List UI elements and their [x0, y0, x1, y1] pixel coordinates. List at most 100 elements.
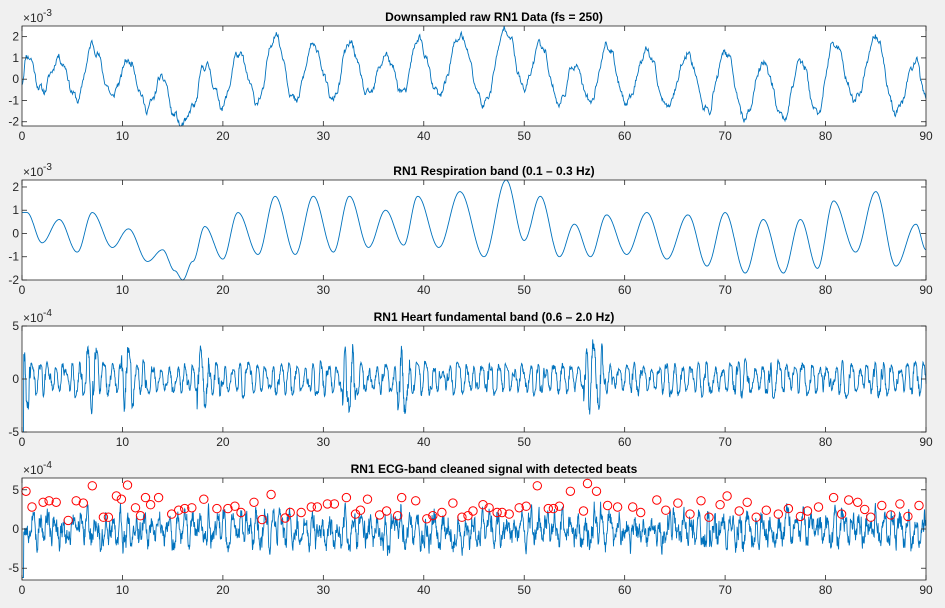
- beat-marker: [296, 507, 306, 518]
- beat-marker: [914, 500, 924, 511]
- axes-box: [21, 25, 927, 127]
- beat-marker: [877, 500, 887, 511]
- beat-marker: [362, 494, 373, 504]
- beat-marker: [280, 513, 290, 523]
- beat-marker: [828, 492, 839, 503]
- y-tick-label: 0: [12, 226, 19, 240]
- beat-marker: [130, 503, 141, 513]
- beat-marker: [312, 502, 322, 512]
- x-tick-label: 20: [216, 283, 230, 297]
- beat-marker: [78, 498, 89, 508]
- beat-marker: [103, 512, 114, 522]
- beat-marker: [230, 501, 240, 511]
- beat-marker: [903, 511, 913, 522]
- beat-marker: [381, 506, 392, 516]
- beat-marker: [468, 506, 478, 516]
- beat-marker: [322, 499, 333, 509]
- beat-marker: [71, 496, 81, 506]
- y-exponent-power: -4: [43, 308, 52, 319]
- x-tick-label: 60: [618, 129, 632, 143]
- x-tick-label: 50: [518, 583, 532, 597]
- x-tick-label: 30: [317, 283, 331, 297]
- beat-marker: [895, 499, 905, 509]
- beat-marker: [704, 512, 714, 522]
- beat-marker: [329, 499, 340, 509]
- beat-marker: [853, 497, 863, 507]
- beat-marker: [140, 492, 151, 503]
- series-line: [22, 179, 927, 281]
- panel-3: RN1 Heart fundamental band (0.6 – 2.0 Hz…: [8, 308, 933, 449]
- beat-marker: [504, 509, 514, 519]
- beat-marker: [448, 498, 458, 508]
- beat-marker: [761, 505, 771, 515]
- beat-marker: [116, 494, 127, 504]
- beat-marker: [174, 505, 184, 515]
- chart-title: RN1 Heart fundamental band (0.6 – 2.0 Hz…: [374, 310, 615, 324]
- beat-marker: [715, 500, 725, 510]
- x-tick-label: 40: [417, 583, 431, 597]
- beat-marker: [543, 503, 553, 514]
- beat-marker: [591, 486, 602, 496]
- x-tick-label: 0: [19, 129, 26, 143]
- x-tick-label: 60: [618, 583, 632, 597]
- beat-marker: [236, 507, 246, 518]
- beat-marker: [734, 506, 744, 516]
- beat-marker: [696, 496, 706, 506]
- beat-marker: [63, 515, 73, 526]
- beat-marker: [866, 512, 876, 522]
- beat-marker: [836, 509, 847, 519]
- beat-marker: [199, 494, 209, 504]
- y-tick-label: -1: [8, 250, 19, 264]
- beat-marker: [422, 514, 432, 524]
- x-tick-label: 30: [317, 583, 331, 597]
- panel-4: RN1 ECG-band cleaned signal with detecte…: [8, 460, 933, 597]
- beat-marker: [532, 481, 542, 491]
- panel-2: RN1 Respiration band (0.1 – 0.3 Hz) ×10 -3…: [8, 162, 933, 297]
- x-tick-label: 30: [317, 435, 331, 449]
- x-tick-label: 70: [718, 129, 732, 143]
- y-tick-label: -2: [8, 115, 19, 129]
- beat-marker: [167, 509, 177, 519]
- beat-marker: [751, 512, 761, 522]
- beat-marker: [578, 506, 589, 516]
- beat-marker: [514, 503, 524, 513]
- y-tick-label: -5: [8, 561, 19, 575]
- beat-marker: [355, 505, 366, 515]
- beat-marker: [306, 502, 316, 512]
- axes-background: [22, 180, 926, 280]
- x-tick-label: 10: [116, 283, 130, 297]
- beat-marker: [437, 507, 447, 518]
- y-tick-label: 2: [12, 180, 19, 194]
- y-tick-label: 5: [12, 483, 19, 497]
- x-tick-label: 40: [417, 435, 431, 449]
- y-tick-label: -5: [8, 425, 19, 439]
- x-tick-label: 50: [518, 129, 532, 143]
- panel-1: Downsampled raw RN1 Data (fs = 250) ×10 -3…: [8, 8, 933, 143]
- beat-marker: [685, 509, 695, 519]
- beat-marker: [795, 511, 806, 522]
- beat-marker: [397, 492, 407, 503]
- beat-marker: [122, 480, 133, 490]
- beat-marker: [249, 497, 259, 507]
- x-tick-label: 90: [919, 435, 933, 449]
- beat-marker: [773, 509, 783, 519]
- axes-background: [22, 326, 926, 432]
- beat-marker: [521, 501, 531, 511]
- x-tick-label: 70: [718, 283, 732, 297]
- y-exponent-label: ×10: [23, 463, 44, 477]
- y-tick-label: -2: [8, 273, 19, 287]
- x-tick-label: 10: [116, 583, 130, 597]
- beat-marker: [636, 507, 646, 518]
- y-tick-label: 2: [12, 30, 19, 44]
- x-tick-label: 70: [718, 435, 732, 449]
- beat-marker: [411, 496, 421, 506]
- x-tick-label: 30: [317, 129, 331, 143]
- y-exponent-label: ×10: [23, 165, 44, 179]
- beat-marker: [457, 512, 467, 522]
- y-exponent-label: ×10: [23, 11, 44, 25]
- beat-marker: [341, 492, 352, 503]
- beat-marker: [285, 507, 295, 518]
- y-exponent-label: ×10: [23, 311, 44, 325]
- beat-marker: [742, 497, 752, 507]
